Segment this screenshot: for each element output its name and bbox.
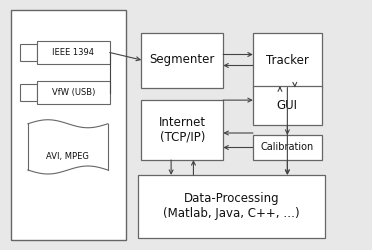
Text: Segmenter: Segmenter [150, 54, 215, 66]
FancyBboxPatch shape [20, 44, 37, 61]
FancyBboxPatch shape [20, 84, 37, 101]
FancyBboxPatch shape [253, 135, 322, 160]
Text: Data-Processing
(Matlab, Java, C++, …): Data-Processing (Matlab, Java, C++, …) [163, 192, 300, 220]
Polygon shape [28, 120, 108, 174]
FancyBboxPatch shape [11, 10, 126, 240]
Text: VfW (USB): VfW (USB) [52, 88, 95, 97]
FancyBboxPatch shape [253, 32, 322, 88]
Text: IEEE 1394: IEEE 1394 [52, 48, 94, 57]
Text: Tracker: Tracker [266, 54, 309, 66]
FancyBboxPatch shape [37, 81, 110, 104]
FancyBboxPatch shape [141, 32, 223, 88]
Text: AVI, MPEG: AVI, MPEG [46, 152, 89, 161]
Text: Calibration: Calibration [261, 142, 314, 152]
Text: GUI: GUI [277, 99, 298, 112]
FancyBboxPatch shape [141, 100, 223, 160]
FancyBboxPatch shape [138, 175, 326, 238]
FancyBboxPatch shape [37, 41, 110, 64]
Text: Internet
(TCP/IP): Internet (TCP/IP) [159, 116, 206, 144]
FancyBboxPatch shape [253, 86, 322, 125]
